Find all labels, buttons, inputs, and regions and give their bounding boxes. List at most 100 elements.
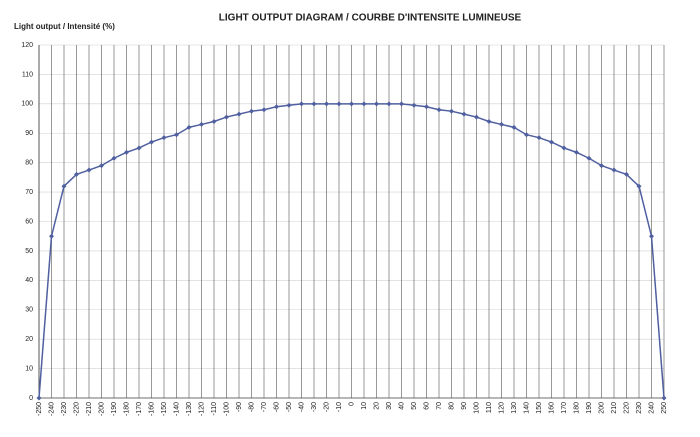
point <box>286 102 292 108</box>
x-tick-label: -20 <box>323 402 330 412</box>
x-tick-label: -190 <box>111 402 118 416</box>
x-tick-label: -220 <box>73 402 80 416</box>
x-tick-label: 160 <box>548 402 555 414</box>
x-tick-label: 30 <box>386 402 393 410</box>
chart-title: LIGHT OUTPUT DIAGRAM / COURBE D'INTENSIT… <box>219 13 522 24</box>
x-tick-label: 40 <box>398 402 405 410</box>
x-tick-label: -230 <box>61 402 68 416</box>
point <box>386 101 392 107</box>
point <box>99 163 104 169</box>
point <box>624 171 629 177</box>
x-tick-label: 110 <box>486 402 493 413</box>
point <box>149 139 154 145</box>
y-tick-label: 50 <box>25 248 33 255</box>
point <box>549 139 554 145</box>
point <box>574 149 579 155</box>
point <box>611 167 617 173</box>
x-tick-label: 20 <box>373 402 380 410</box>
x-tick-label: 70 <box>436 402 443 410</box>
point <box>86 167 92 173</box>
y-tick-label: 80 <box>25 160 33 167</box>
point <box>186 124 192 130</box>
x-tick-label: -130 <box>186 402 193 416</box>
y-tick-label: 110 <box>22 71 33 78</box>
x-tick-label: 180 <box>573 402 580 414</box>
x-tick-label: 10 <box>361 402 368 410</box>
x-tick-label: 130 <box>511 402 518 414</box>
x-tick-label: -160 <box>148 402 155 416</box>
point <box>461 111 467 117</box>
point <box>136 145 142 151</box>
point <box>211 118 217 124</box>
x-tick-label: 240 <box>648 402 655 414</box>
point <box>361 101 367 107</box>
point <box>111 155 117 161</box>
x-tick-label: -80 <box>248 402 255 412</box>
x-tick-label: -110 <box>211 402 218 416</box>
point <box>299 101 304 107</box>
x-tick-label: -100 <box>223 402 230 416</box>
point <box>324 101 329 107</box>
point <box>374 101 379 107</box>
point <box>236 111 242 117</box>
point <box>636 183 642 189</box>
point <box>661 395 667 401</box>
x-tick-label: -30 <box>311 402 318 412</box>
point <box>261 107 267 113</box>
y-tick-label: 40 <box>25 277 33 284</box>
point <box>274 104 279 110</box>
y-tick-label: 0 <box>29 395 33 402</box>
point <box>524 132 529 138</box>
x-tick-label: 210 <box>611 402 618 414</box>
point <box>536 135 542 141</box>
x-tick-label: -180 <box>123 402 130 416</box>
x-tick-label: 230 <box>636 402 643 414</box>
point <box>486 118 492 124</box>
point <box>499 121 504 127</box>
y-tick-label: 10 <box>25 365 33 372</box>
point <box>74 171 79 177</box>
x-tick-label: 170 <box>561 402 568 414</box>
x-tick-label: -70 <box>261 402 268 412</box>
x-tick-label: -170 <box>136 402 143 416</box>
x-tick-label: -140 <box>173 402 180 416</box>
x-tick-label: 150 <box>536 402 543 414</box>
x-tick-label: 80 <box>448 402 455 410</box>
x-tick-label: 250 <box>661 402 668 414</box>
point <box>349 101 354 107</box>
x-tick-label: -120 <box>198 402 205 416</box>
x-tick-label: -200 <box>98 402 105 416</box>
x-tick-label: 140 <box>523 402 530 414</box>
point <box>599 163 604 169</box>
y-tick-label: 70 <box>25 189 33 196</box>
x-tick-label: -60 <box>273 402 280 412</box>
x-tick-label: 220 <box>623 402 630 414</box>
x-tick-label: -250 <box>36 402 43 416</box>
point <box>561 145 567 151</box>
point <box>249 108 254 114</box>
point <box>586 155 592 161</box>
x-tick-label: -150 <box>161 402 168 416</box>
point <box>61 183 67 189</box>
point <box>436 107 442 113</box>
x-tick-label: -40 <box>298 402 305 412</box>
x-tick-label: -90 <box>236 402 243 412</box>
point <box>199 121 204 127</box>
y-axis-label: Light output / Intensité (%) <box>14 22 115 31</box>
x-tick-label: 120 <box>498 402 505 414</box>
y-tick-label: 120 <box>21 42 33 49</box>
point <box>311 101 317 107</box>
point <box>474 114 479 120</box>
point <box>124 149 129 155</box>
y-tick-label: 30 <box>25 307 33 314</box>
y-tick-label: 100 <box>21 101 33 108</box>
point <box>224 114 229 120</box>
y-tick-label: 60 <box>25 218 33 225</box>
point <box>649 233 654 239</box>
x-tick-label: 200 <box>598 402 605 414</box>
point <box>336 101 342 107</box>
point <box>411 102 417 108</box>
x-tick-label: 0 <box>348 402 355 406</box>
point <box>511 124 517 130</box>
